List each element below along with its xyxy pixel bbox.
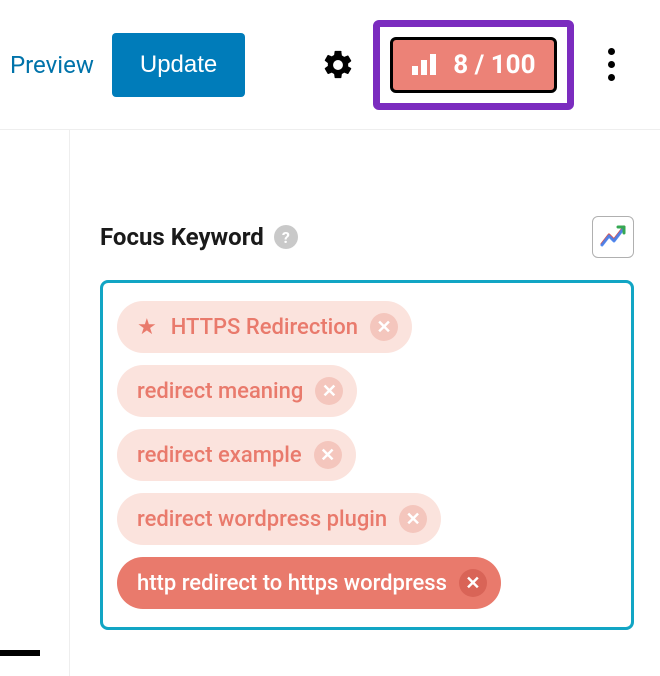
main-area: Focus Keyword ? ★HTTPS Redirection✕redir…: [0, 130, 660, 676]
keyword-tag-label: redirect meaning: [137, 379, 303, 404]
panel-title-text: Focus Keyword: [100, 223, 264, 251]
kebab-menu-icon[interactable]: [600, 40, 623, 89]
keyword-tag-label: HTTPS Redirection: [171, 315, 358, 340]
chart-icon: [411, 54, 439, 76]
seo-score-highlight: 8 / 100: [373, 20, 573, 110]
focus-keyword-panel: Focus Keyword ? ★HTTPS Redirection✕redir…: [70, 130, 660, 676]
preview-link[interactable]: Preview: [10, 51, 94, 79]
keyword-tag[interactable]: http redirect to https wordpress ✕: [117, 557, 501, 609]
close-icon[interactable]: ✕: [370, 313, 398, 341]
keyword-input-box[interactable]: ★HTTPS Redirection✕redirect meaning✕redi…: [100, 280, 634, 630]
left-gutter: [0, 130, 70, 676]
keyword-tag-label: http redirect to https wordpress: [137, 571, 447, 596]
seo-score-value: 8 / 100: [453, 50, 535, 80]
panel-header: Focus Keyword ?: [100, 216, 634, 258]
gutter-marker: [0, 650, 40, 656]
keyword-tag-label: redirect wordpress plugin: [137, 507, 387, 532]
editor-toolbar: Preview Update 8 / 100: [0, 0, 660, 130]
help-icon[interactable]: ?: [274, 225, 298, 249]
update-button[interactable]: Update: [112, 33, 245, 97]
keyword-tag[interactable]: redirect meaning ✕: [117, 365, 357, 417]
close-icon[interactable]: ✕: [459, 569, 487, 597]
close-icon[interactable]: ✕: [399, 505, 427, 533]
keyword-tag[interactable]: ★ HTTPS Redirection ✕: [117, 301, 412, 353]
seo-score-pill[interactable]: 8 / 100: [390, 37, 556, 93]
keyword-tag-label: redirect example: [137, 443, 302, 468]
panel-title: Focus Keyword ?: [100, 223, 298, 251]
keyword-tag[interactable]: redirect example ✕: [117, 429, 356, 481]
trends-icon: [600, 224, 626, 250]
trends-button[interactable]: [592, 216, 634, 258]
keyword-tag[interactable]: redirect wordpress plugin ✕: [117, 493, 441, 545]
close-icon[interactable]: ✕: [315, 377, 343, 405]
star-icon: ★: [137, 315, 157, 340]
close-icon[interactable]: ✕: [314, 441, 342, 469]
gear-icon[interactable]: [321, 48, 355, 82]
